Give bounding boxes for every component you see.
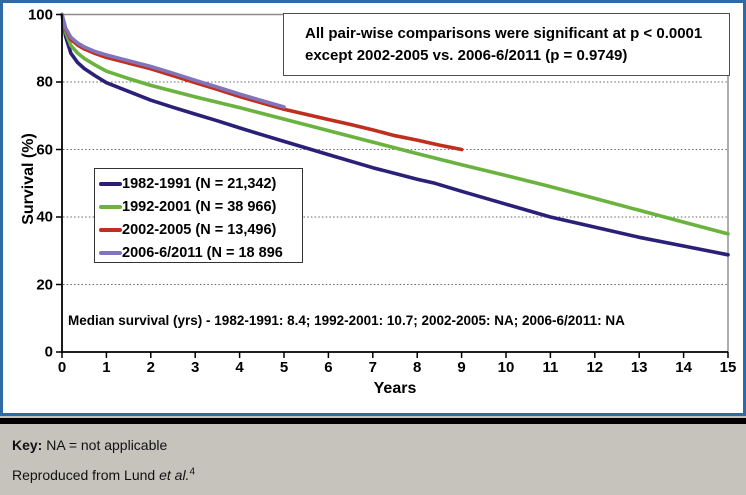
x-tick-label: 3 — [191, 359, 200, 376]
legend-row: 1982-1991 (N = 21,342) — [99, 172, 302, 195]
x-tick-label: 2 — [146, 359, 155, 376]
x-tick-label: 10 — [497, 359, 515, 376]
annotation-line-2: except 2002-2005 vs. 2006-6/2011 (p = 0.… — [305, 47, 628, 64]
x-tick-label: 8 — [413, 359, 422, 376]
source-line: Reproduced from Lund et al.4 — [12, 467, 195, 483]
series-curve — [60, 12, 730, 236]
legend-row: 2002-2005 (N = 13,496) — [99, 218, 302, 241]
source-italic: et al. — [159, 467, 190, 483]
footer: Key: NA = not applicable Reproduced from… — [0, 424, 746, 495]
legend-label-2002-2005: 2002-2005 (N = 13,496) — [122, 221, 277, 238]
legend-label-1982-1991: 1982-1991 (N = 21,342) — [122, 175, 277, 192]
x-tick-label: 14 — [675, 359, 692, 376]
y-tick-label: 100 — [27, 6, 53, 23]
x-tick-label: 9 — [457, 359, 466, 376]
x-tick-label: 7 — [368, 359, 377, 376]
key-label: Key: — [12, 437, 43, 453]
significance-annotation-box: All pair-wise comparisons were significa… — [283, 13, 730, 76]
legend-row: 2006-6/2011 (N = 18 896 — [99, 241, 302, 264]
key-text: NA = not applicable — [42, 437, 168, 453]
source-superscript: 4 — [189, 466, 196, 478]
x-tick-label: 15 — [719, 359, 737, 376]
divider-bar — [0, 418, 746, 424]
x-tick-label: 11 — [542, 359, 559, 376]
x-axis-title: Years — [373, 380, 417, 397]
annotation-line-1: All pair-wise comparisons were significa… — [305, 25, 703, 42]
x-tick-label: 13 — [630, 359, 648, 376]
plot-area — [56, 12, 730, 358]
series-curve — [60, 12, 286, 109]
source-prefix: Reproduced from Lund — [12, 467, 160, 483]
y-tick-label: 40 — [36, 208, 53, 226]
x-tick-label: 0 — [57, 359, 67, 376]
x-tick-label: 1 — [102, 359, 111, 376]
legend-label-1992-2001: 1992-2001 (N = 38 966) — [122, 198, 277, 215]
key-line: Key: NA = not applicable — [12, 437, 167, 453]
legend: 1982-1991 (N = 21,342) 1992-2001 (N = 38… — [94, 168, 303, 263]
y-tick-label: 0 — [44, 343, 53, 361]
y-tick-label: 60 — [36, 141, 53, 158]
legend-label-2006-2011: 2006-6/2011 (N = 18 896 — [122, 244, 283, 261]
x-tick-label: 12 — [586, 359, 604, 376]
x-tick-label: 4 — [235, 359, 244, 376]
y-tick-label: 80 — [36, 73, 53, 91]
median-survival-note: Median survival (yrs) - 1982-1991: 8.4; … — [68, 313, 625, 328]
series-curve — [60, 12, 730, 257]
legend-row: 1992-2001 (N = 38 966) — [99, 195, 302, 218]
y-tick-label: 20 — [36, 276, 53, 293]
x-tick-label: 6 — [324, 359, 333, 376]
legend-swatch-2002-2005 — [99, 227, 122, 232]
legend-swatch-2006-2011 — [99, 250, 122, 255]
x-tick-label: 5 — [279, 359, 289, 376]
legend-swatch-1982-1991 — [99, 181, 122, 186]
survival-chart: Survival (%) Years 0 1 2 3 4 5 6 7 8 9 10 11 12 13 14 1… — [0, 0, 746, 416]
legend-swatch-1992-2001 — [99, 204, 122, 209]
